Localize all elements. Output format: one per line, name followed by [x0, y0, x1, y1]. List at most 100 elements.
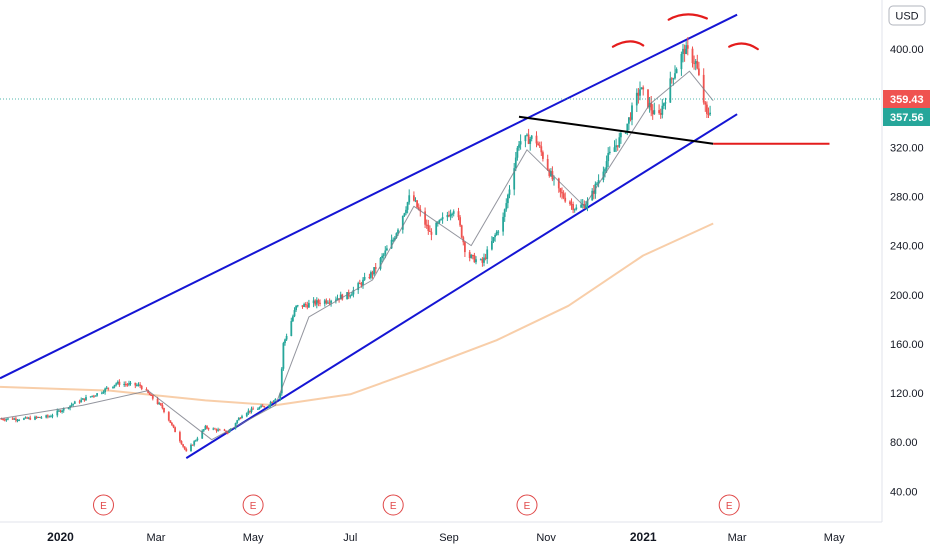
candle-body — [373, 267, 375, 275]
candle — [514, 152, 517, 172]
candle — [557, 177, 560, 193]
candle-body — [124, 384, 127, 385]
candle — [470, 253, 473, 259]
candle-body — [339, 294, 342, 300]
currency-button[interactable]: USD — [888, 5, 926, 26]
candle — [196, 436, 199, 442]
candle-body — [78, 401, 81, 403]
candle — [702, 68, 705, 105]
earnings-event-label: E — [100, 501, 107, 512]
candle-body — [202, 429, 205, 431]
price-axis-ticks: 40.00 80.00 120.00 160.00 200.00 240.00 280.00… — [890, 44, 924, 498]
candle-body — [639, 89, 641, 96]
candle-body — [483, 257, 485, 263]
candle — [250, 406, 253, 414]
candle-body — [18, 419, 20, 421]
candle — [271, 401, 274, 404]
candle — [73, 400, 76, 404]
top-arc-drawing — [611, 40, 645, 48]
candle-body — [430, 231, 433, 235]
candle-body — [261, 405, 264, 407]
candle-body — [451, 213, 453, 215]
candle-body — [675, 69, 678, 74]
candle-body — [471, 255, 474, 256]
candle — [570, 198, 573, 210]
candle — [91, 395, 94, 398]
candle-body — [115, 383, 118, 385]
candle — [497, 230, 500, 236]
candle-body — [585, 205, 587, 209]
candle-body — [497, 231, 500, 233]
candle — [70, 402, 73, 407]
candle-body — [245, 413, 248, 417]
candle-body — [680, 54, 683, 70]
price-tick-label: 160.00 — [890, 339, 924, 351]
candle-body — [15, 418, 17, 421]
candle-body — [562, 193, 565, 198]
candle-body — [29, 417, 32, 420]
candle-body — [201, 430, 204, 439]
candle-body — [234, 423, 237, 429]
candle-body — [507, 194, 509, 204]
candle-body — [406, 202, 409, 210]
candle — [524, 135, 527, 148]
candle-body — [236, 420, 239, 423]
candle-body — [107, 387, 110, 389]
candle-body — [38, 417, 41, 418]
candle-body — [269, 402, 272, 406]
candle — [245, 412, 248, 418]
candle-body — [85, 397, 87, 401]
candle-body — [664, 102, 667, 104]
earnings-event-ring — [382, 494, 404, 516]
candle-body — [371, 272, 374, 275]
candle-body — [48, 416, 51, 418]
candle — [427, 219, 430, 235]
candle — [526, 133, 528, 137]
candle — [335, 296, 337, 304]
candle-body — [352, 290, 355, 295]
candle-body — [263, 406, 266, 408]
candle-body — [136, 385, 138, 387]
candle — [124, 381, 127, 387]
candle — [546, 154, 549, 171]
candle-body — [440, 219, 442, 221]
candle-body — [529, 139, 532, 144]
candle-body — [51, 415, 54, 417]
candle — [204, 424, 207, 430]
candle — [5, 418, 8, 422]
candle — [183, 446, 186, 451]
candle — [682, 43, 684, 63]
candle — [448, 210, 450, 218]
candle-body — [83, 398, 86, 401]
candle-body — [401, 216, 404, 230]
price-tag-box — [883, 90, 930, 108]
candle-body — [575, 207, 578, 210]
candle — [683, 44, 686, 62]
candle — [352, 286, 355, 298]
candle — [15, 416, 17, 423]
candle — [639, 81, 641, 101]
candle-body — [139, 384, 141, 386]
candle — [468, 250, 471, 262]
time-tick-label: May — [243, 532, 264, 544]
candle-body — [514, 157, 517, 169]
candle-body — [524, 135, 527, 142]
candle-body — [548, 170, 551, 176]
candle — [451, 212, 453, 219]
candle-body — [653, 110, 656, 115]
candle-body — [494, 235, 496, 238]
time-tick-label: Sep — [439, 532, 459, 544]
candle-body — [672, 78, 675, 80]
candle — [670, 77, 673, 84]
candle-body — [495, 231, 498, 235]
candle-body — [185, 449, 188, 452]
candle — [112, 386, 114, 389]
candle — [150, 393, 153, 396]
candle — [34, 415, 36, 421]
candle — [145, 387, 148, 391]
candle — [158, 401, 161, 405]
candle-body — [698, 68, 700, 75]
candle — [704, 101, 707, 112]
axes: USD 40.00 80.00 120.00 160.00 200.00 240.00 28… — [0, 0, 930, 544]
